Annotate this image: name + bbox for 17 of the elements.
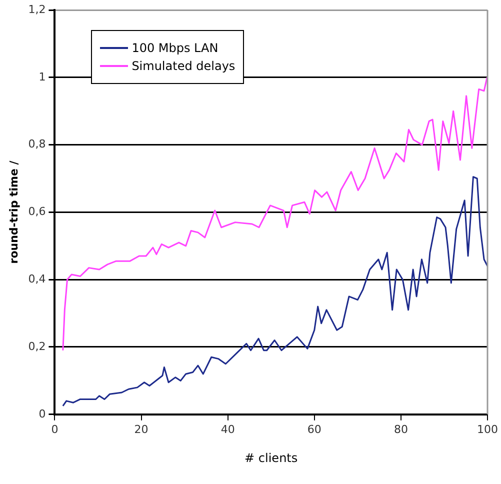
x-tick-label: 60 <box>307 422 322 436</box>
x-tick-label: 0 <box>51 422 58 436</box>
y-tick-label: 0,4 <box>28 272 46 286</box>
y-axis-title: round-trip time / <box>7 160 20 264</box>
y-tick-label: 0,8 <box>28 138 46 151</box>
x-tick-label: 80 <box>394 422 408 436</box>
y-tick-label: 0,6 <box>28 205 46 218</box>
legend-label: 100 Mbps LAN <box>132 41 218 55</box>
x-tick-label: 100 <box>477 422 498 436</box>
y-tick-label: 0 <box>38 407 46 420</box>
x-axis-title: # clients <box>244 450 298 465</box>
y-tick-label: 1,2 <box>28 2 46 16</box>
x-tick-label: 20 <box>134 422 148 436</box>
legend-label: Simulated delays <box>132 59 236 73</box>
y-tick-label: 0,2 <box>28 340 46 353</box>
y-tick-label: 1 <box>38 70 46 84</box>
x-tick-label: 40 <box>220 422 235 436</box>
